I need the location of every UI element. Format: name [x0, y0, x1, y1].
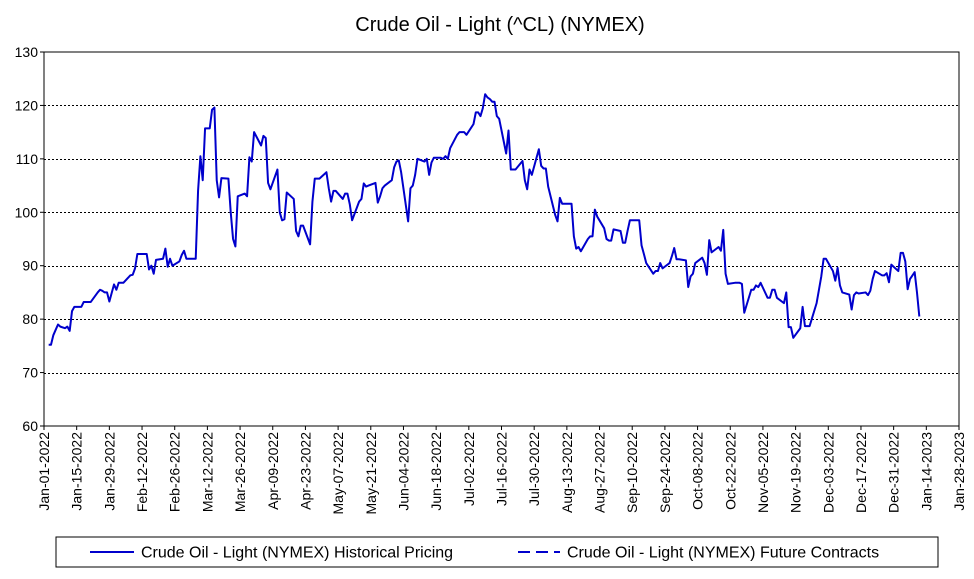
x-tick-label: Feb-12-2022 — [134, 432, 150, 512]
x-axis: Jan-01-2022 Jan-15-2022 Jan-29-2022 Feb-12-… — [36, 426, 967, 515]
x-tick-label: May-07-2022 — [330, 432, 346, 515]
x-tick-label: Aug-13-2022 — [559, 432, 575, 513]
y-tick-label: 80 — [22, 311, 38, 327]
y-tick-label: 120 — [15, 97, 39, 113]
legend-box — [55, 536, 939, 568]
x-tick-label: Jan-28-2023 — [951, 432, 967, 511]
x-tick-label: Apr-23-2022 — [297, 432, 313, 510]
x-tick-label: Jan-29-2022 — [101, 432, 117, 511]
x-tick-label: Dec-17-2022 — [853, 432, 869, 513]
x-tick-label: Mar-12-2022 — [199, 432, 215, 512]
chart-title: Crude Oil - Light (^CL) (NYMEX) — [355, 14, 644, 36]
x-tick-label: Nov-19-2022 — [788, 432, 804, 513]
y-tick-label: 100 — [15, 204, 39, 220]
legend: Crude Oil - Light (NYMEX) Historical Pri… — [55, 536, 939, 568]
series-lines — [48, 93, 921, 346]
x-tick-label: Jan-14-2023 — [918, 432, 934, 511]
x-tick-label: Jan-15-2022 — [69, 432, 85, 511]
x-tick-label: Aug-27-2022 — [592, 432, 608, 513]
x-tick-label: Dec-03-2022 — [820, 432, 836, 513]
x-tick-label: Feb-26-2022 — [167, 432, 183, 512]
x-tick-label: May-21-2022 — [363, 432, 379, 515]
x-tick-label: Oct-08-2022 — [690, 432, 706, 510]
y-tick-label: 130 — [15, 44, 39, 60]
y-tick-label: 70 — [22, 365, 38, 381]
x-tick-label: Jun-04-2022 — [395, 432, 411, 511]
x-tick-label: Sep-24-2022 — [657, 432, 673, 513]
x-tick-label: Dec-31-2022 — [886, 432, 902, 513]
series-line-0 — [48, 93, 921, 346]
x-tick-label: Mar-26-2022 — [232, 432, 248, 512]
x-tick-label: Jan-01-2022 — [36, 432, 52, 511]
x-tick-label: Oct-22-2022 — [722, 432, 738, 510]
y-tick-label: 60 — [22, 418, 38, 434]
x-tick-label: Jul-02-2022 — [461, 432, 477, 506]
y-tick-label: 110 — [16, 151, 39, 167]
x-tick-label: Jul-16-2022 — [494, 432, 510, 506]
x-tick-label: Jul-30-2022 — [526, 432, 542, 506]
y-tick-label: 90 — [22, 258, 38, 274]
x-tick-label: Jun-18-2022 — [428, 432, 444, 511]
y-axis: 60 70 80 90 100 110 120 130 — [15, 44, 44, 434]
legend-label-future: Crude Oil - Light (NYMEX) Future Contrac… — [567, 545, 879, 562]
x-tick-label: Sep-10-2022 — [624, 432, 640, 513]
x-tick-label: Apr-09-2022 — [265, 432, 281, 510]
x-tick-label: Nov-05-2022 — [755, 432, 771, 513]
legend-label-historical: Crude Oil - Light (NYMEX) Historical Pri… — [141, 545, 453, 562]
